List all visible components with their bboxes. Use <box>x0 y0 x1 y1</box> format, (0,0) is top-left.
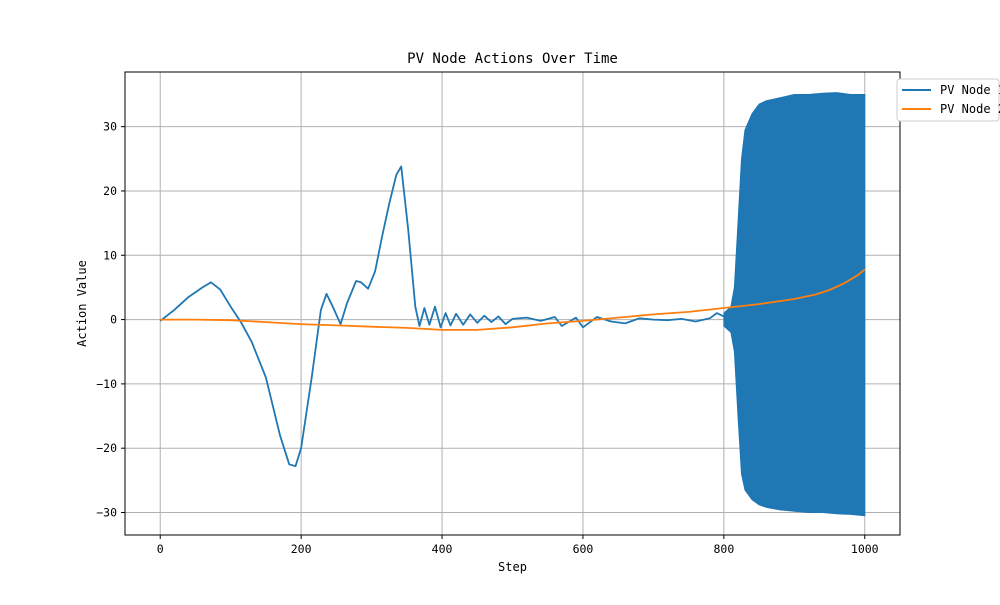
y-axis-label: Action Value <box>75 260 89 347</box>
x-axis-label: Step <box>498 560 527 574</box>
plot-data <box>159 92 866 517</box>
x-tick-label: 200 <box>291 542 312 556</box>
legend-label-pv-node-2: PV Node 2 <box>940 102 1000 116</box>
y-tick-label: −10 <box>96 377 117 391</box>
y-tick-label: 30 <box>103 120 117 134</box>
series-band-pv-node-1 <box>723 92 866 517</box>
chart-title: PV Node Actions Over Time <box>407 51 618 67</box>
series-line-pv-node-2 <box>160 268 866 331</box>
plot-frame <box>124 71 901 536</box>
x-tick-label: 600 <box>573 542 594 556</box>
axis-ticks: 0 200 400 600 800 1000 −30 −20 −10 0 10 20 30 <box>96 120 878 556</box>
x-tick-label: 1000 <box>851 542 879 556</box>
x-tick-label: 400 <box>432 542 453 556</box>
legend-label-pv-node-1: PV Node 1 <box>940 83 1000 97</box>
x-tick-label: 800 <box>713 542 734 556</box>
y-tick-label: 10 <box>103 248 117 262</box>
y-tick-label: −30 <box>96 505 117 519</box>
legend: PV Node 1 PV Node 2 <box>896 78 1000 122</box>
x-tick-label: 0 <box>157 542 164 556</box>
y-tick-label: 0 <box>110 313 117 327</box>
y-tick-label: −20 <box>96 441 117 455</box>
y-tick-label: 20 <box>103 184 117 198</box>
